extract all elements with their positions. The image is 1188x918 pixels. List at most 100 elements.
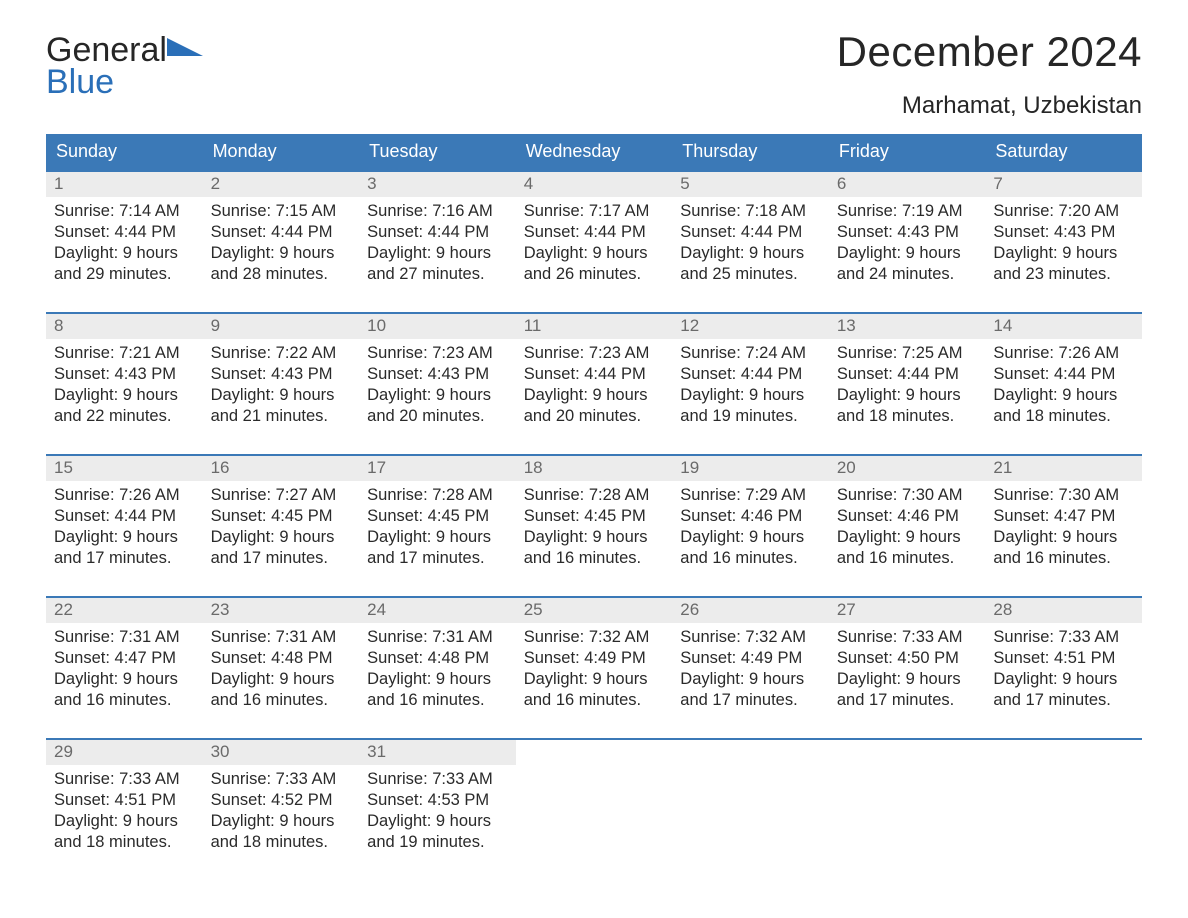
- day-number: 4: [516, 172, 673, 197]
- daylight-line2: and 17 minutes.: [680, 690, 821, 711]
- day-number: 31: [359, 740, 516, 765]
- daylight-line2: and 18 minutes.: [993, 406, 1134, 427]
- sunset-text: Sunset: 4:45 PM: [211, 506, 352, 527]
- day-cell: 26Sunrise: 7:32 AMSunset: 4:49 PMDayligh…: [672, 598, 829, 720]
- sunset-text: Sunset: 4:46 PM: [837, 506, 978, 527]
- sunset-text: Sunset: 4:52 PM: [211, 790, 352, 811]
- daylight-line2: and 17 minutes.: [211, 548, 352, 569]
- sunset-text: Sunset: 4:45 PM: [524, 506, 665, 527]
- day-details: Sunrise: 7:28 AMSunset: 4:45 PMDaylight:…: [516, 481, 673, 569]
- day-details: Sunrise: 7:26 AMSunset: 4:44 PMDaylight:…: [46, 481, 203, 569]
- sunset-text: Sunset: 4:51 PM: [993, 648, 1134, 669]
- sunrise-text: Sunrise: 7:15 AM: [211, 201, 352, 222]
- calendar-week: 8Sunrise: 7:21 AMSunset: 4:43 PMDaylight…: [46, 312, 1142, 436]
- day-number: 6: [829, 172, 986, 197]
- sunset-text: Sunset: 4:44 PM: [211, 222, 352, 243]
- sunrise-text: Sunrise: 7:26 AM: [54, 485, 195, 506]
- day-details: Sunrise: 7:25 AMSunset: 4:44 PMDaylight:…: [829, 339, 986, 427]
- sunrise-text: Sunrise: 7:18 AM: [680, 201, 821, 222]
- title-block: December 2024 Marhamat, Uzbekistan: [837, 28, 1142, 120]
- daylight-line2: and 18 minutes.: [54, 832, 195, 853]
- day-cell: 11Sunrise: 7:23 AMSunset: 4:44 PMDayligh…: [516, 314, 673, 436]
- day-number: 12: [672, 314, 829, 339]
- day-number: 9: [203, 314, 360, 339]
- day-cell: 3Sunrise: 7:16 AMSunset: 4:44 PMDaylight…: [359, 172, 516, 294]
- daylight-line2: and 24 minutes.: [837, 264, 978, 285]
- day-number: 26: [672, 598, 829, 623]
- day-number: 24: [359, 598, 516, 623]
- sunrise-text: Sunrise: 7:33 AM: [54, 769, 195, 790]
- sunrise-text: Sunrise: 7:33 AM: [367, 769, 508, 790]
- day-details: Sunrise: 7:33 AMSunset: 4:52 PMDaylight:…: [203, 765, 360, 853]
- daylight-line1: Daylight: 9 hours: [54, 811, 195, 832]
- day-details: Sunrise: 7:28 AMSunset: 4:45 PMDaylight:…: [359, 481, 516, 569]
- day-cell: 14Sunrise: 7:26 AMSunset: 4:44 PMDayligh…: [985, 314, 1142, 436]
- daylight-line1: Daylight: 9 hours: [837, 669, 978, 690]
- day-cell: 15Sunrise: 7:26 AMSunset: 4:44 PMDayligh…: [46, 456, 203, 578]
- sunset-text: Sunset: 4:44 PM: [367, 222, 508, 243]
- day-number: 14: [985, 314, 1142, 339]
- weekday-header: Monday: [203, 134, 360, 170]
- day-number: 29: [46, 740, 203, 765]
- daylight-line1: Daylight: 9 hours: [211, 527, 352, 548]
- daylight-line1: Daylight: 9 hours: [837, 243, 978, 264]
- day-cell: 22Sunrise: 7:31 AMSunset: 4:47 PMDayligh…: [46, 598, 203, 720]
- sunrise-text: Sunrise: 7:27 AM: [211, 485, 352, 506]
- daylight-line2: and 19 minutes.: [680, 406, 821, 427]
- daylight-line1: Daylight: 9 hours: [211, 811, 352, 832]
- daylight-line1: Daylight: 9 hours: [993, 243, 1134, 264]
- day-cell: 13Sunrise: 7:25 AMSunset: 4:44 PMDayligh…: [829, 314, 986, 436]
- day-number: 1: [46, 172, 203, 197]
- day-number: 22: [46, 598, 203, 623]
- daylight-line1: Daylight: 9 hours: [54, 669, 195, 690]
- day-number: 2: [203, 172, 360, 197]
- daylight-line1: Daylight: 9 hours: [993, 385, 1134, 406]
- day-cell: 1Sunrise: 7:14 AMSunset: 4:44 PMDaylight…: [46, 172, 203, 294]
- sunrise-text: Sunrise: 7:16 AM: [367, 201, 508, 222]
- day-cell: 19Sunrise: 7:29 AMSunset: 4:46 PMDayligh…: [672, 456, 829, 578]
- sunrise-text: Sunrise: 7:28 AM: [367, 485, 508, 506]
- day-number: 10: [359, 314, 516, 339]
- sunrise-text: Sunrise: 7:20 AM: [993, 201, 1134, 222]
- daylight-line2: and 20 minutes.: [367, 406, 508, 427]
- day-number: 5: [672, 172, 829, 197]
- sunrise-text: Sunrise: 7:19 AM: [837, 201, 978, 222]
- sunset-text: Sunset: 4:45 PM: [367, 506, 508, 527]
- daylight-line1: Daylight: 9 hours: [367, 243, 508, 264]
- day-cell: 21Sunrise: 7:30 AMSunset: 4:47 PMDayligh…: [985, 456, 1142, 578]
- day-details: Sunrise: 7:20 AMSunset: 4:43 PMDaylight:…: [985, 197, 1142, 285]
- day-cell: 7Sunrise: 7:20 AMSunset: 4:43 PMDaylight…: [985, 172, 1142, 294]
- daylight-line2: and 17 minutes.: [837, 690, 978, 711]
- day-details: Sunrise: 7:33 AMSunset: 4:53 PMDaylight:…: [359, 765, 516, 853]
- daylight-line1: Daylight: 9 hours: [54, 243, 195, 264]
- daylight-line2: and 19 minutes.: [367, 832, 508, 853]
- daylight-line2: and 26 minutes.: [524, 264, 665, 285]
- day-cell: 27Sunrise: 7:33 AMSunset: 4:50 PMDayligh…: [829, 598, 986, 720]
- daylight-line1: Daylight: 9 hours: [211, 243, 352, 264]
- day-cell: 28Sunrise: 7:33 AMSunset: 4:51 PMDayligh…: [985, 598, 1142, 720]
- day-number: 21: [985, 456, 1142, 481]
- day-cell: 29Sunrise: 7:33 AMSunset: 4:51 PMDayligh…: [46, 740, 203, 862]
- sunset-text: Sunset: 4:44 PM: [837, 364, 978, 385]
- daylight-line1: Daylight: 9 hours: [524, 669, 665, 690]
- daylight-line2: and 16 minutes.: [837, 548, 978, 569]
- sunrise-text: Sunrise: 7:17 AM: [524, 201, 665, 222]
- weekday-header: Wednesday: [516, 134, 673, 170]
- day-details: Sunrise: 7:33 AMSunset: 4:51 PMDaylight:…: [985, 623, 1142, 711]
- day-cell: 24Sunrise: 7:31 AMSunset: 4:48 PMDayligh…: [359, 598, 516, 720]
- daylight-line1: Daylight: 9 hours: [524, 527, 665, 548]
- sunrise-text: Sunrise: 7:32 AM: [680, 627, 821, 648]
- sunset-text: Sunset: 4:43 PM: [54, 364, 195, 385]
- daylight-line1: Daylight: 9 hours: [837, 527, 978, 548]
- sunset-text: Sunset: 4:48 PM: [211, 648, 352, 669]
- day-cell: 18Sunrise: 7:28 AMSunset: 4:45 PMDayligh…: [516, 456, 673, 578]
- day-details: Sunrise: 7:29 AMSunset: 4:46 PMDaylight:…: [672, 481, 829, 569]
- day-number: [829, 740, 986, 745]
- day-details: Sunrise: 7:31 AMSunset: 4:47 PMDaylight:…: [46, 623, 203, 711]
- header: General Blue December 2024 Marhamat, Uzb…: [46, 28, 1142, 120]
- day-details: Sunrise: 7:31 AMSunset: 4:48 PMDaylight:…: [359, 623, 516, 711]
- day-cell: 17Sunrise: 7:28 AMSunset: 4:45 PMDayligh…: [359, 456, 516, 578]
- daylight-line2: and 29 minutes.: [54, 264, 195, 285]
- weekday-header: Saturday: [985, 134, 1142, 170]
- day-number: 13: [829, 314, 986, 339]
